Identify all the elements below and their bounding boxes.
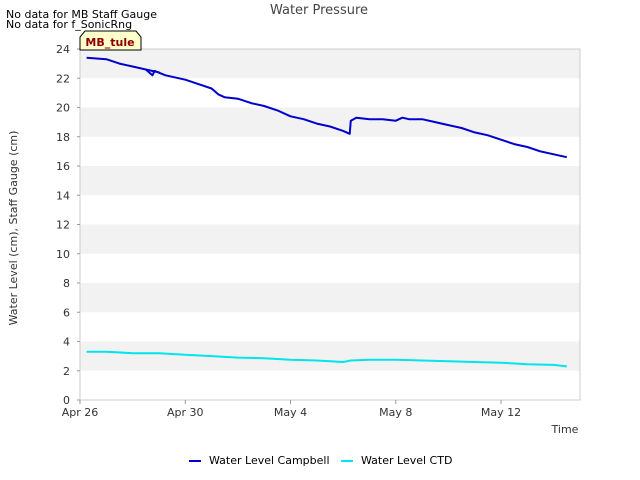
y-tick-label: 14 (56, 189, 70, 202)
x-axis-title: Time (551, 423, 579, 436)
y-tick-label: 6 (63, 306, 70, 319)
grid-band (80, 78, 580, 108)
y-tick-label: 4 (63, 336, 70, 349)
y-tick-label: 18 (56, 131, 70, 144)
legend: Water Level Campbell Water Level CTD (189, 454, 452, 467)
y-axis-title: Water Level (cm), Staff Gauge (cm) (7, 131, 20, 326)
chart-title: Water Pressure (270, 3, 368, 18)
grid-band (80, 370, 580, 400)
grid-band-shaded (80, 341, 580, 371)
y-tick-label: 12 (56, 219, 70, 232)
x-axis-ticks: Apr 26 Apr 30 May 4 May 8 May 12 (62, 400, 521, 419)
grid-band-shaded (80, 166, 580, 196)
x-tick-label: May 4 (274, 406, 307, 419)
x-tick-label: May 12 (481, 406, 521, 419)
grid-band (80, 253, 580, 283)
series-line-campbell (86, 56, 568, 159)
grid-band-shaded (80, 283, 580, 313)
site-label-background (79, 30, 142, 51)
legend-label-campbell: Water Level Campbell (209, 454, 330, 467)
y-tick-label: 0 (63, 394, 70, 407)
y-tick-label: 16 (56, 160, 70, 173)
grid-band (80, 136, 580, 166)
site-label: MB_tule (85, 36, 134, 49)
y-tick-label: 24 (56, 43, 70, 56)
x-tick-label: May 8 (379, 406, 412, 419)
site-label-box: MB_tule (79, 30, 142, 51)
grid-bands (80, 49, 580, 400)
y-tick-label: 10 (56, 248, 70, 261)
x-tick-label: Apr 26 (62, 406, 99, 419)
grid-band-shaded (80, 49, 580, 79)
y-tick-label: 2 (63, 365, 70, 378)
no-data-notice-sonic-rng: No data for f_SonicRng (6, 18, 133, 31)
no-data-notice-staff-gauge: No data for MB Staff Gauge (6, 8, 157, 21)
y-tick-label: 8 (63, 277, 70, 290)
series-lines (86, 56, 568, 368)
grid-band (80, 195, 580, 225)
grid-band-shaded (80, 107, 580, 137)
series-line-ctd (86, 350, 567, 368)
x-tick-label: Apr 30 (167, 406, 204, 419)
y-tick-label: 22 (56, 72, 70, 85)
legend-label-ctd: Water Level CTD (361, 454, 452, 467)
grid-band (80, 312, 580, 342)
grid-band-shaded (80, 224, 580, 254)
y-tick-label: 20 (56, 102, 70, 115)
